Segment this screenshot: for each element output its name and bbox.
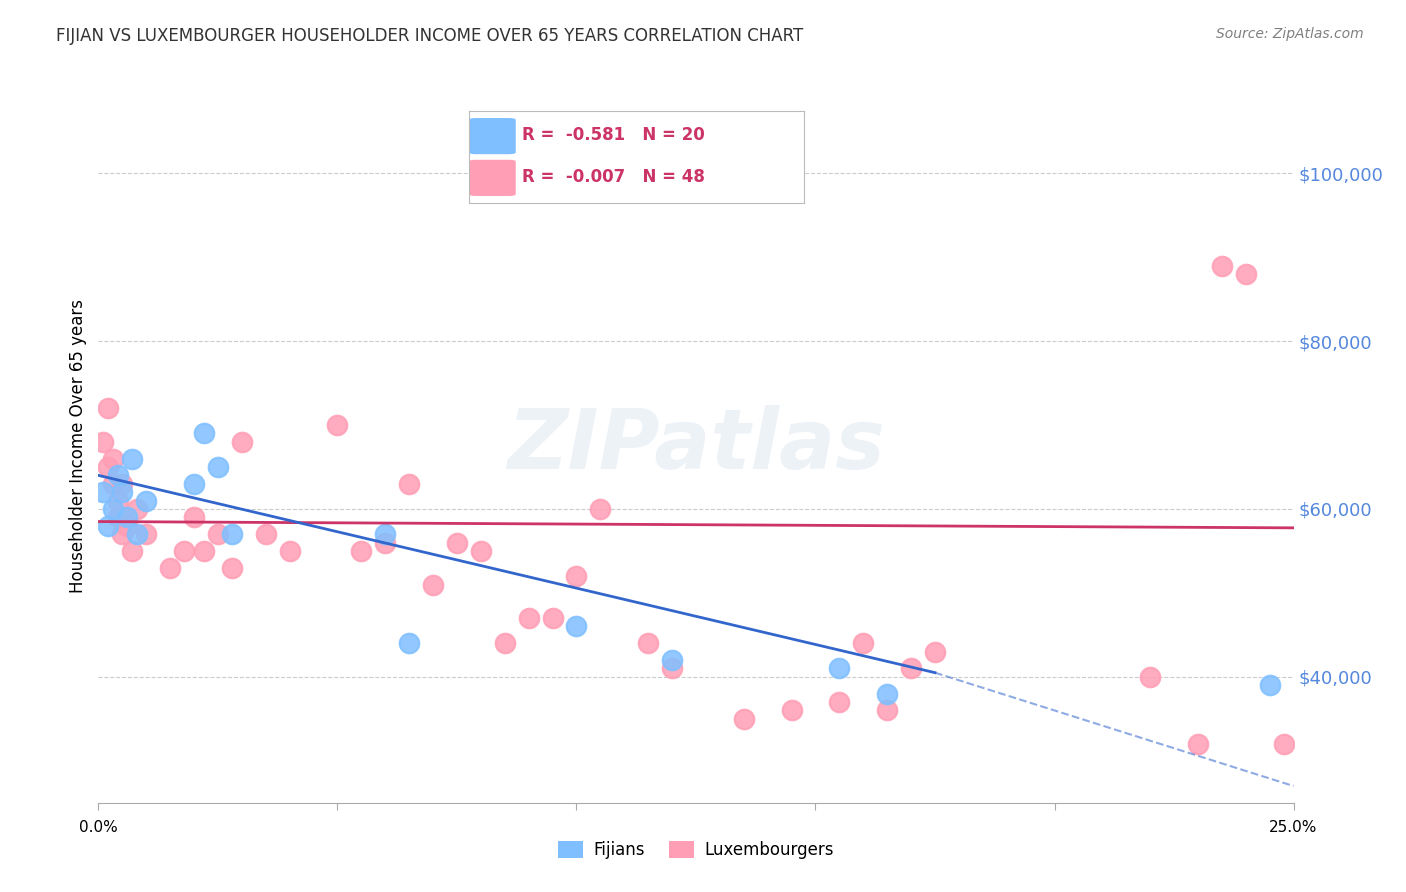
Point bbox=[97, 518, 120, 533]
Point bbox=[565, 619, 588, 633]
Point bbox=[221, 527, 243, 541]
Point bbox=[193, 544, 215, 558]
Point bbox=[1139, 670, 1161, 684]
Point bbox=[828, 661, 851, 675]
Point bbox=[517, 611, 540, 625]
Point bbox=[876, 687, 898, 701]
Point bbox=[107, 468, 129, 483]
Text: Source: ZipAtlas.com: Source: ZipAtlas.com bbox=[1216, 27, 1364, 41]
Point bbox=[1258, 678, 1281, 692]
Point bbox=[97, 460, 120, 475]
Y-axis label: Householder Income Over 65 years: Householder Income Over 65 years bbox=[69, 299, 87, 593]
Point bbox=[661, 661, 683, 675]
Point bbox=[111, 527, 134, 541]
Point bbox=[121, 451, 143, 466]
Point bbox=[326, 417, 349, 432]
Text: 25.0%: 25.0% bbox=[1270, 820, 1317, 835]
Point bbox=[278, 544, 301, 558]
Point bbox=[637, 636, 659, 650]
Point bbox=[422, 577, 444, 591]
Point bbox=[111, 485, 134, 500]
Text: ZIPatlas: ZIPatlas bbox=[508, 406, 884, 486]
Point bbox=[470, 544, 492, 558]
Point bbox=[135, 527, 157, 541]
Legend: Fijians, Luxembourgers: Fijians, Luxembourgers bbox=[551, 834, 841, 866]
Point bbox=[876, 703, 898, 717]
Point bbox=[852, 636, 875, 650]
Point bbox=[101, 451, 124, 466]
Point bbox=[121, 544, 143, 558]
Text: FIJIAN VS LUXEMBOURGER HOUSEHOLDER INCOME OVER 65 YEARS CORRELATION CHART: FIJIAN VS LUXEMBOURGER HOUSEHOLDER INCOM… bbox=[56, 27, 803, 45]
Point bbox=[900, 661, 922, 675]
Point bbox=[541, 611, 564, 625]
Point bbox=[924, 645, 946, 659]
Point bbox=[125, 502, 148, 516]
Point bbox=[398, 636, 420, 650]
Point bbox=[91, 485, 114, 500]
Text: 0.0%: 0.0% bbox=[79, 820, 118, 835]
Point bbox=[350, 544, 373, 558]
Point bbox=[446, 535, 468, 549]
Point bbox=[107, 510, 129, 524]
Point bbox=[565, 569, 588, 583]
Point bbox=[101, 502, 124, 516]
Point bbox=[183, 510, 205, 524]
Point bbox=[115, 518, 138, 533]
Point bbox=[1234, 267, 1257, 281]
Point bbox=[97, 401, 120, 416]
Point bbox=[101, 476, 124, 491]
Point bbox=[115, 510, 138, 524]
Point bbox=[828, 695, 851, 709]
Point bbox=[207, 527, 229, 541]
Point bbox=[398, 476, 420, 491]
Point bbox=[374, 527, 396, 541]
Point bbox=[111, 476, 134, 491]
Point bbox=[780, 703, 803, 717]
Point bbox=[159, 560, 181, 574]
Point bbox=[589, 502, 612, 516]
Point bbox=[91, 434, 114, 449]
Point bbox=[125, 527, 148, 541]
Point bbox=[135, 493, 157, 508]
Point bbox=[1272, 737, 1295, 751]
Point bbox=[173, 544, 195, 558]
Point bbox=[254, 527, 277, 541]
Point bbox=[221, 560, 243, 574]
Point bbox=[661, 653, 683, 667]
Point bbox=[231, 434, 253, 449]
Point bbox=[207, 460, 229, 475]
Point bbox=[107, 493, 129, 508]
Point bbox=[374, 535, 396, 549]
Point bbox=[1211, 259, 1233, 273]
Point bbox=[1187, 737, 1209, 751]
Point bbox=[183, 476, 205, 491]
Point bbox=[193, 426, 215, 441]
Point bbox=[733, 712, 755, 726]
Point bbox=[494, 636, 516, 650]
